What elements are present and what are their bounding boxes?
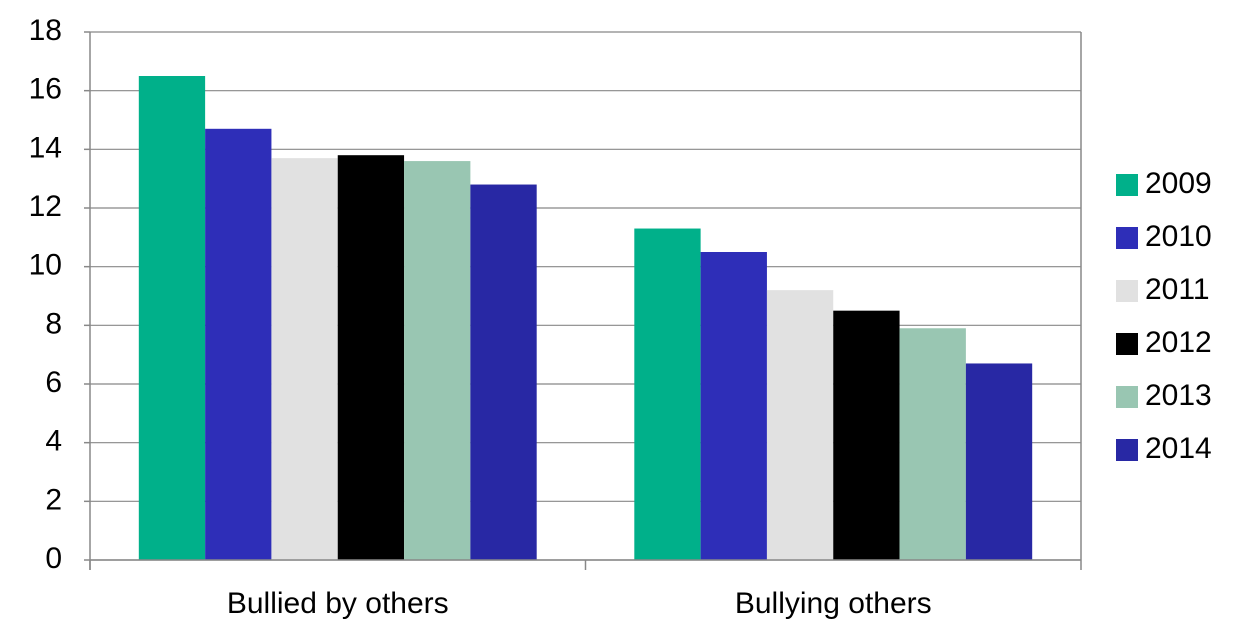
y-tick-label: 14 — [29, 131, 62, 164]
legend-label: 2014 — [1145, 432, 1212, 465]
y-tick-label: 8 — [45, 307, 62, 340]
legend-swatch — [1116, 227, 1138, 249]
legend-swatch — [1116, 174, 1138, 196]
legend-label: 2010 — [1145, 220, 1212, 253]
legend-swatch — [1116, 280, 1138, 302]
legend-swatch — [1116, 386, 1138, 408]
bar — [766, 290, 834, 560]
y-tick-label: 0 — [45, 542, 62, 575]
legend-label: 2009 — [1145, 167, 1212, 200]
legend-swatch — [1116, 439, 1138, 461]
y-tick-label: 16 — [29, 73, 62, 106]
x-tick-label: Bullying others — [735, 587, 932, 620]
bar — [833, 310, 900, 560]
bar — [700, 252, 767, 560]
bar — [899, 328, 966, 560]
y-tick-label: 6 — [45, 366, 62, 399]
bar — [965, 363, 1033, 560]
y-tick-label: 10 — [29, 249, 62, 282]
legend-label: 2013 — [1145, 379, 1212, 412]
y-tick-label: 12 — [29, 190, 62, 223]
legend-label: 2011 — [1145, 273, 1210, 306]
bar — [337, 155, 405, 560]
legend-label: 2012 — [1145, 326, 1212, 359]
bar — [271, 158, 338, 560]
legend-swatch — [1116, 333, 1138, 355]
bar — [138, 76, 206, 560]
bar — [470, 184, 537, 561]
y-tick-label: 2 — [45, 483, 62, 516]
bar — [205, 128, 272, 561]
y-tick-label: 4 — [45, 425, 62, 458]
bar — [634, 228, 701, 561]
y-tick-label: 18 — [29, 14, 62, 47]
bar — [404, 161, 471, 561]
x-tick-label: Bullied by others — [227, 587, 449, 620]
